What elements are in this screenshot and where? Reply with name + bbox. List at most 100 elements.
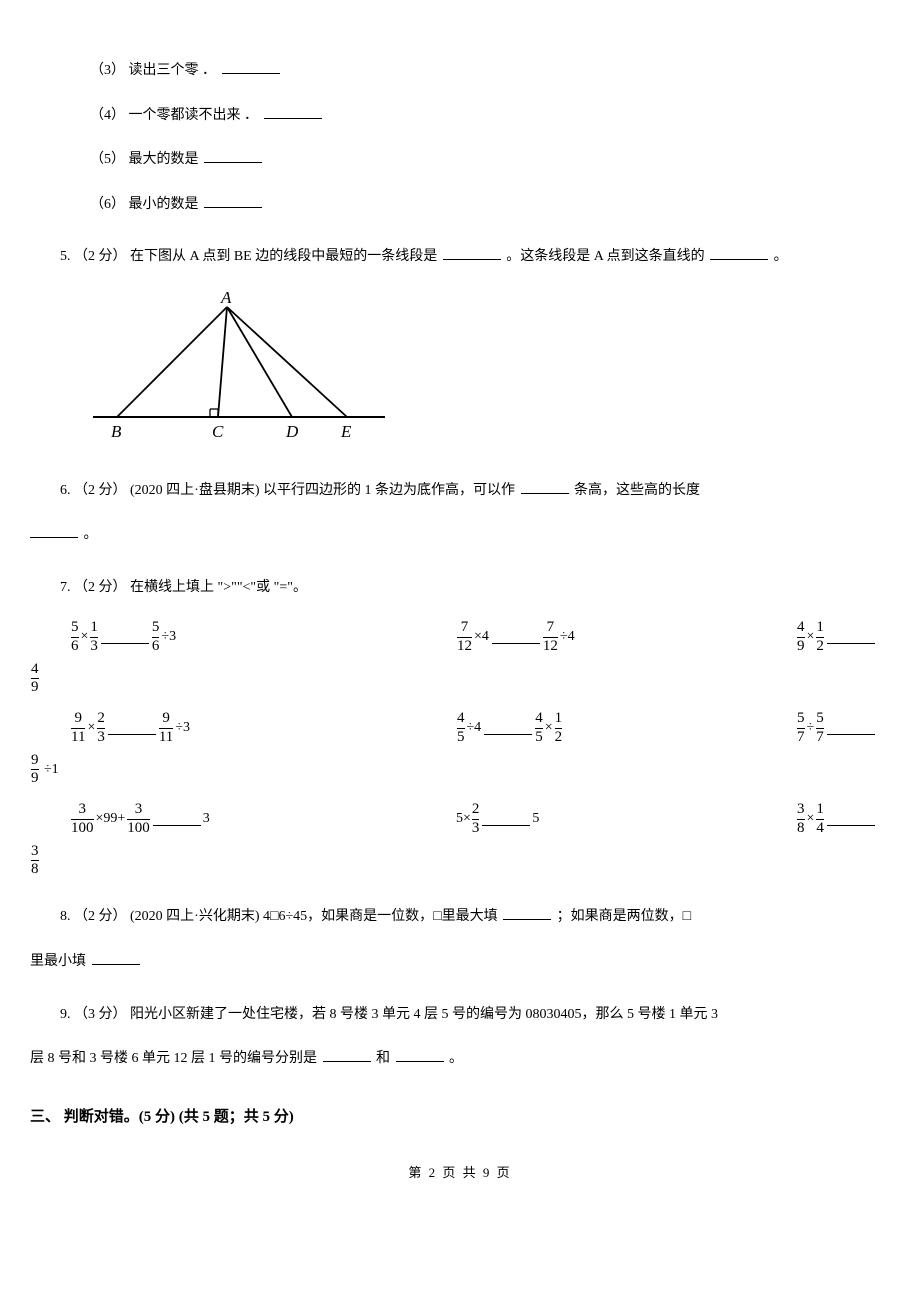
blank-fill[interactable] <box>222 60 280 74</box>
q7-body: 56×13 56÷3712 ×4 712 ÷449 × 12 49 911×23 … <box>30 619 890 878</box>
question-9: 9. （3 分） 阳光小区新建了一处住宅楼，若 8 号楼 3 单元 4 层 5 … <box>60 1002 890 1029</box>
q9-t2: 层 8 号和 3 号楼 6 单元 12 层 1 号的编号分别是 <box>30 1051 317 1066</box>
fraction: 56 <box>71 619 79 655</box>
blank-fill[interactable] <box>204 194 262 208</box>
comparison-cell: 712 ×4 712 ÷4 <box>456 619 796 655</box>
q6-end: 。 <box>84 527 98 542</box>
wrapped-fraction: 49 <box>30 661 890 697</box>
q8-t3: 里最小填 <box>30 954 86 969</box>
fraction: 23 <box>472 801 480 837</box>
comparison-cell: 49 × 12 <box>796 619 890 655</box>
blank-fill[interactable] <box>101 630 149 644</box>
fraction: 99 <box>31 752 39 788</box>
fraction: 57 <box>816 710 824 746</box>
blank-fill[interactable] <box>827 630 875 644</box>
q6-text1: 6. （2 分） (2020 四上·盘县期末) 以平行四边形的 1 条边为底作高… <box>60 483 515 498</box>
question-6: 6. （2 分） (2020 四上·盘县期末) 以平行四边形的 1 条边为底作高… <box>60 478 890 505</box>
fraction: 23 <box>97 710 105 746</box>
fraction: 38 <box>31 843 39 879</box>
q5-text1: 5. （2 分） 在下图从 A 点到 BE 边的线段中最短的一条线段是 <box>60 249 437 264</box>
comparison-row: 3100×99+3100 35×23 538 × 14 <box>70 801 890 837</box>
blank-fill[interactable] <box>710 246 768 260</box>
fraction: 712 <box>543 619 558 655</box>
text: （4） 一个零都读不出来 ． <box>90 108 258 123</box>
comparison-row: 911×23 911÷345 ÷4 45 × 1257 ÷ 57 <box>70 710 890 746</box>
blank-fill[interactable] <box>503 906 551 920</box>
text: （6） 最小的数是 <box>90 197 199 212</box>
fraction: 57 <box>797 710 805 746</box>
wrapped-fraction: 38 <box>30 843 890 879</box>
blank-fill[interactable] <box>30 524 78 538</box>
q5-end: 。 <box>774 249 788 264</box>
comparison-row: 56×13 56÷3712 ×4 712 ÷449 × 12 <box>70 619 890 655</box>
footer-text: 第 2 页 共 9 页 <box>408 1165 511 1180</box>
page-footer: 第 2 页 共 9 页 <box>30 1161 890 1186</box>
blank-fill[interactable] <box>396 1048 444 1062</box>
section-3-heading: 三、 判断对错。(5 分) (共 5 题；共 5 分) <box>30 1103 890 1132</box>
blank-fill[interactable] <box>484 721 532 735</box>
sub-item-6: （6） 最小的数是 <box>90 192 890 219</box>
fraction: 3100 <box>71 801 94 837</box>
sub-item-3: （3） 读出三个零 ． <box>90 58 890 85</box>
fraction: 12 <box>555 710 563 746</box>
q7-head: 7. （2 分） 在横线上填上 ">""<"或 "="。 <box>60 580 307 595</box>
comparison-cell: 38 × 14 <box>796 801 890 837</box>
sub-item-4: （4） 一个零都读不出来 ． <box>90 103 890 130</box>
text: （5） 最大的数是 <box>90 152 199 167</box>
q5-text2: 。这条线段是 A 点到这条直线的 <box>506 249 704 264</box>
fraction: 12 <box>816 619 824 655</box>
fraction: 49 <box>797 619 805 655</box>
blank-fill[interactable] <box>482 812 530 826</box>
fraction: 14 <box>816 801 824 837</box>
q8-t2: ；如果商是两位数，□ <box>557 909 691 924</box>
q6-text2: 条高，这些高的长度 <box>574 483 700 498</box>
fraction: 13 <box>90 619 98 655</box>
q8-t1: 8. （2 分） (2020 四上·兴化期末) 4□6÷45，如果商是一位数，□… <box>60 909 498 924</box>
fraction: 56 <box>152 619 160 655</box>
triangle-svg: A B C D E <box>85 289 395 441</box>
q9-mid: 和 <box>376 1051 390 1066</box>
svg-text:B: B <box>111 422 122 441</box>
comparison-cell: 5×23 5 <box>456 801 796 837</box>
fraction: 712 <box>457 619 472 655</box>
fraction: 45 <box>457 710 465 746</box>
q9-t1: 9. （3 分） 阳光小区新建了一处住宅楼，若 8 号楼 3 单元 4 层 5 … <box>60 1007 718 1022</box>
blank-fill[interactable] <box>827 721 875 735</box>
fraction: 49 <box>31 661 39 697</box>
question-5: 5. （2 分） 在下图从 A 点到 BE 边的线段中最短的一条线段是 。这条线… <box>60 244 890 271</box>
question-8: 8. （2 分） (2020 四上·兴化期末) 4□6÷45，如果商是一位数，□… <box>60 904 890 931</box>
wrapped-fraction: 99 ÷1 <box>30 752 890 788</box>
comparison-cell: 45 ÷4 45 × 12 <box>456 710 796 746</box>
blank-fill[interactable] <box>108 721 156 735</box>
triangle-diagram: A B C D E <box>85 289 890 452</box>
q9-end: 。 <box>449 1051 463 1066</box>
q6-cont: 。 <box>30 522 890 549</box>
blank-fill[interactable] <box>264 105 322 119</box>
q8-cont: 里最小填 <box>30 949 890 976</box>
fraction: 911 <box>159 710 173 746</box>
blank-fill[interactable] <box>153 812 201 826</box>
comparison-cell: 3100×99+3100 3 <box>70 801 456 837</box>
comparison-cell: 911×23 911÷3 <box>70 710 456 746</box>
q9-cont: 层 8 号和 3 号楼 6 单元 12 层 1 号的编号分别是 和 。 <box>30 1046 890 1073</box>
blank-fill[interactable] <box>492 630 540 644</box>
section-3-text: 三、 判断对错。(5 分) (共 5 题；共 5 分) <box>30 1109 294 1125</box>
svg-text:C: C <box>212 422 224 441</box>
fraction: 3100 <box>127 801 150 837</box>
blank-fill[interactable] <box>521 480 569 494</box>
fraction: 45 <box>535 710 543 746</box>
fraction: 38 <box>797 801 805 837</box>
blank-fill[interactable] <box>827 812 875 826</box>
comparison-cell: 56×13 56÷3 <box>70 619 456 655</box>
comparison-cell: 57 ÷ 57 <box>796 710 890 746</box>
blank-fill[interactable] <box>204 149 262 163</box>
fraction: 911 <box>71 710 85 746</box>
blank-fill[interactable] <box>323 1048 371 1062</box>
svg-text:A: A <box>220 289 232 307</box>
svg-text:D: D <box>285 422 299 441</box>
svg-text:E: E <box>340 422 352 441</box>
text: （3） 读出三个零 ． <box>90 63 216 78</box>
sub-item-5: （5） 最大的数是 <box>90 147 890 174</box>
blank-fill[interactable] <box>443 246 501 260</box>
blank-fill[interactable] <box>92 951 140 965</box>
